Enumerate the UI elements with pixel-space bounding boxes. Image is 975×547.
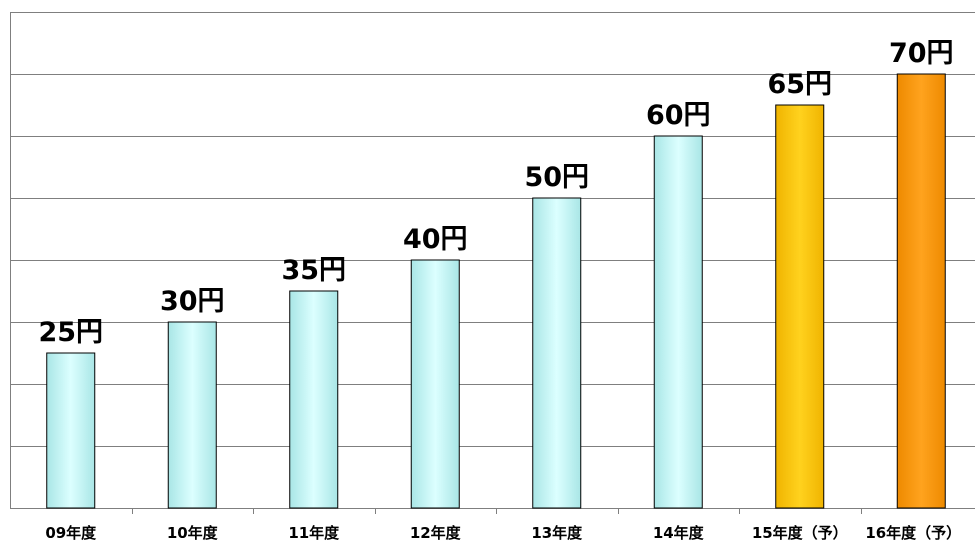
bar xyxy=(896,73,946,509)
data-label: 65円 xyxy=(767,69,832,100)
x-tick-label: 13年度 xyxy=(531,524,583,542)
data-label: 60円 xyxy=(646,100,711,131)
x-tick-label: 09年度 xyxy=(45,524,97,542)
x-tick-label: 11年度 xyxy=(288,524,340,542)
data-label: 30円 xyxy=(160,286,225,317)
data-labels: 25円 30円 35円 40円 50円 60円 65円 70円 xyxy=(38,38,953,348)
bars xyxy=(46,73,946,509)
data-label: 40円 xyxy=(403,224,468,255)
bar xyxy=(289,290,339,509)
data-label: 35円 xyxy=(281,255,346,286)
x-tick-label: 12年度 xyxy=(410,524,462,542)
x-tick-label: 16年度（予） xyxy=(865,524,961,542)
bar xyxy=(46,352,96,509)
x-tick-label: 15年度（予） xyxy=(752,524,848,542)
x-tick-labels: 09年度 10年度 11年度 12年度 13年度 14年度 15年度（予） 16年度（予） xyxy=(45,524,961,542)
x-tick-label: 14年度 xyxy=(653,524,705,542)
data-label: 25円 xyxy=(38,317,103,348)
bar xyxy=(167,321,217,509)
bar xyxy=(532,197,582,509)
data-label: 50円 xyxy=(524,162,589,193)
bar xyxy=(653,135,703,509)
data-label: 70円 xyxy=(889,38,954,69)
bar xyxy=(775,104,825,509)
x-tick-label: 10年度 xyxy=(167,524,219,542)
bar xyxy=(410,259,460,509)
